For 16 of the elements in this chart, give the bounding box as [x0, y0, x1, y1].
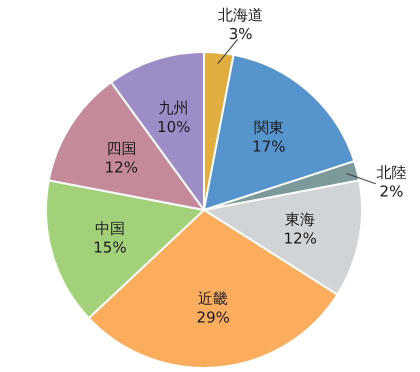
slice-label: 九州: [158, 98, 189, 117]
slice-label: 北海道: [218, 6, 264, 24]
data-label: 29%: [196, 308, 230, 327]
data-label: 12%: [104, 158, 138, 177]
slice-label: 東海: [285, 210, 316, 228]
data-label: 2%: [380, 182, 404, 200]
slice-label: 近畿: [198, 290, 228, 308]
slice-label: 中国: [94, 219, 125, 238]
data-label: 3%: [228, 24, 252, 43]
slice-label: 北陸: [376, 163, 406, 182]
data-label: 10%: [157, 118, 190, 136]
data-label: 12%: [284, 229, 317, 248]
slice-label: 関東: [254, 118, 284, 137]
data-label: 15%: [93, 238, 127, 256]
data-label: 17%: [252, 138, 286, 156]
slice-label: 四国: [106, 140, 136, 158]
